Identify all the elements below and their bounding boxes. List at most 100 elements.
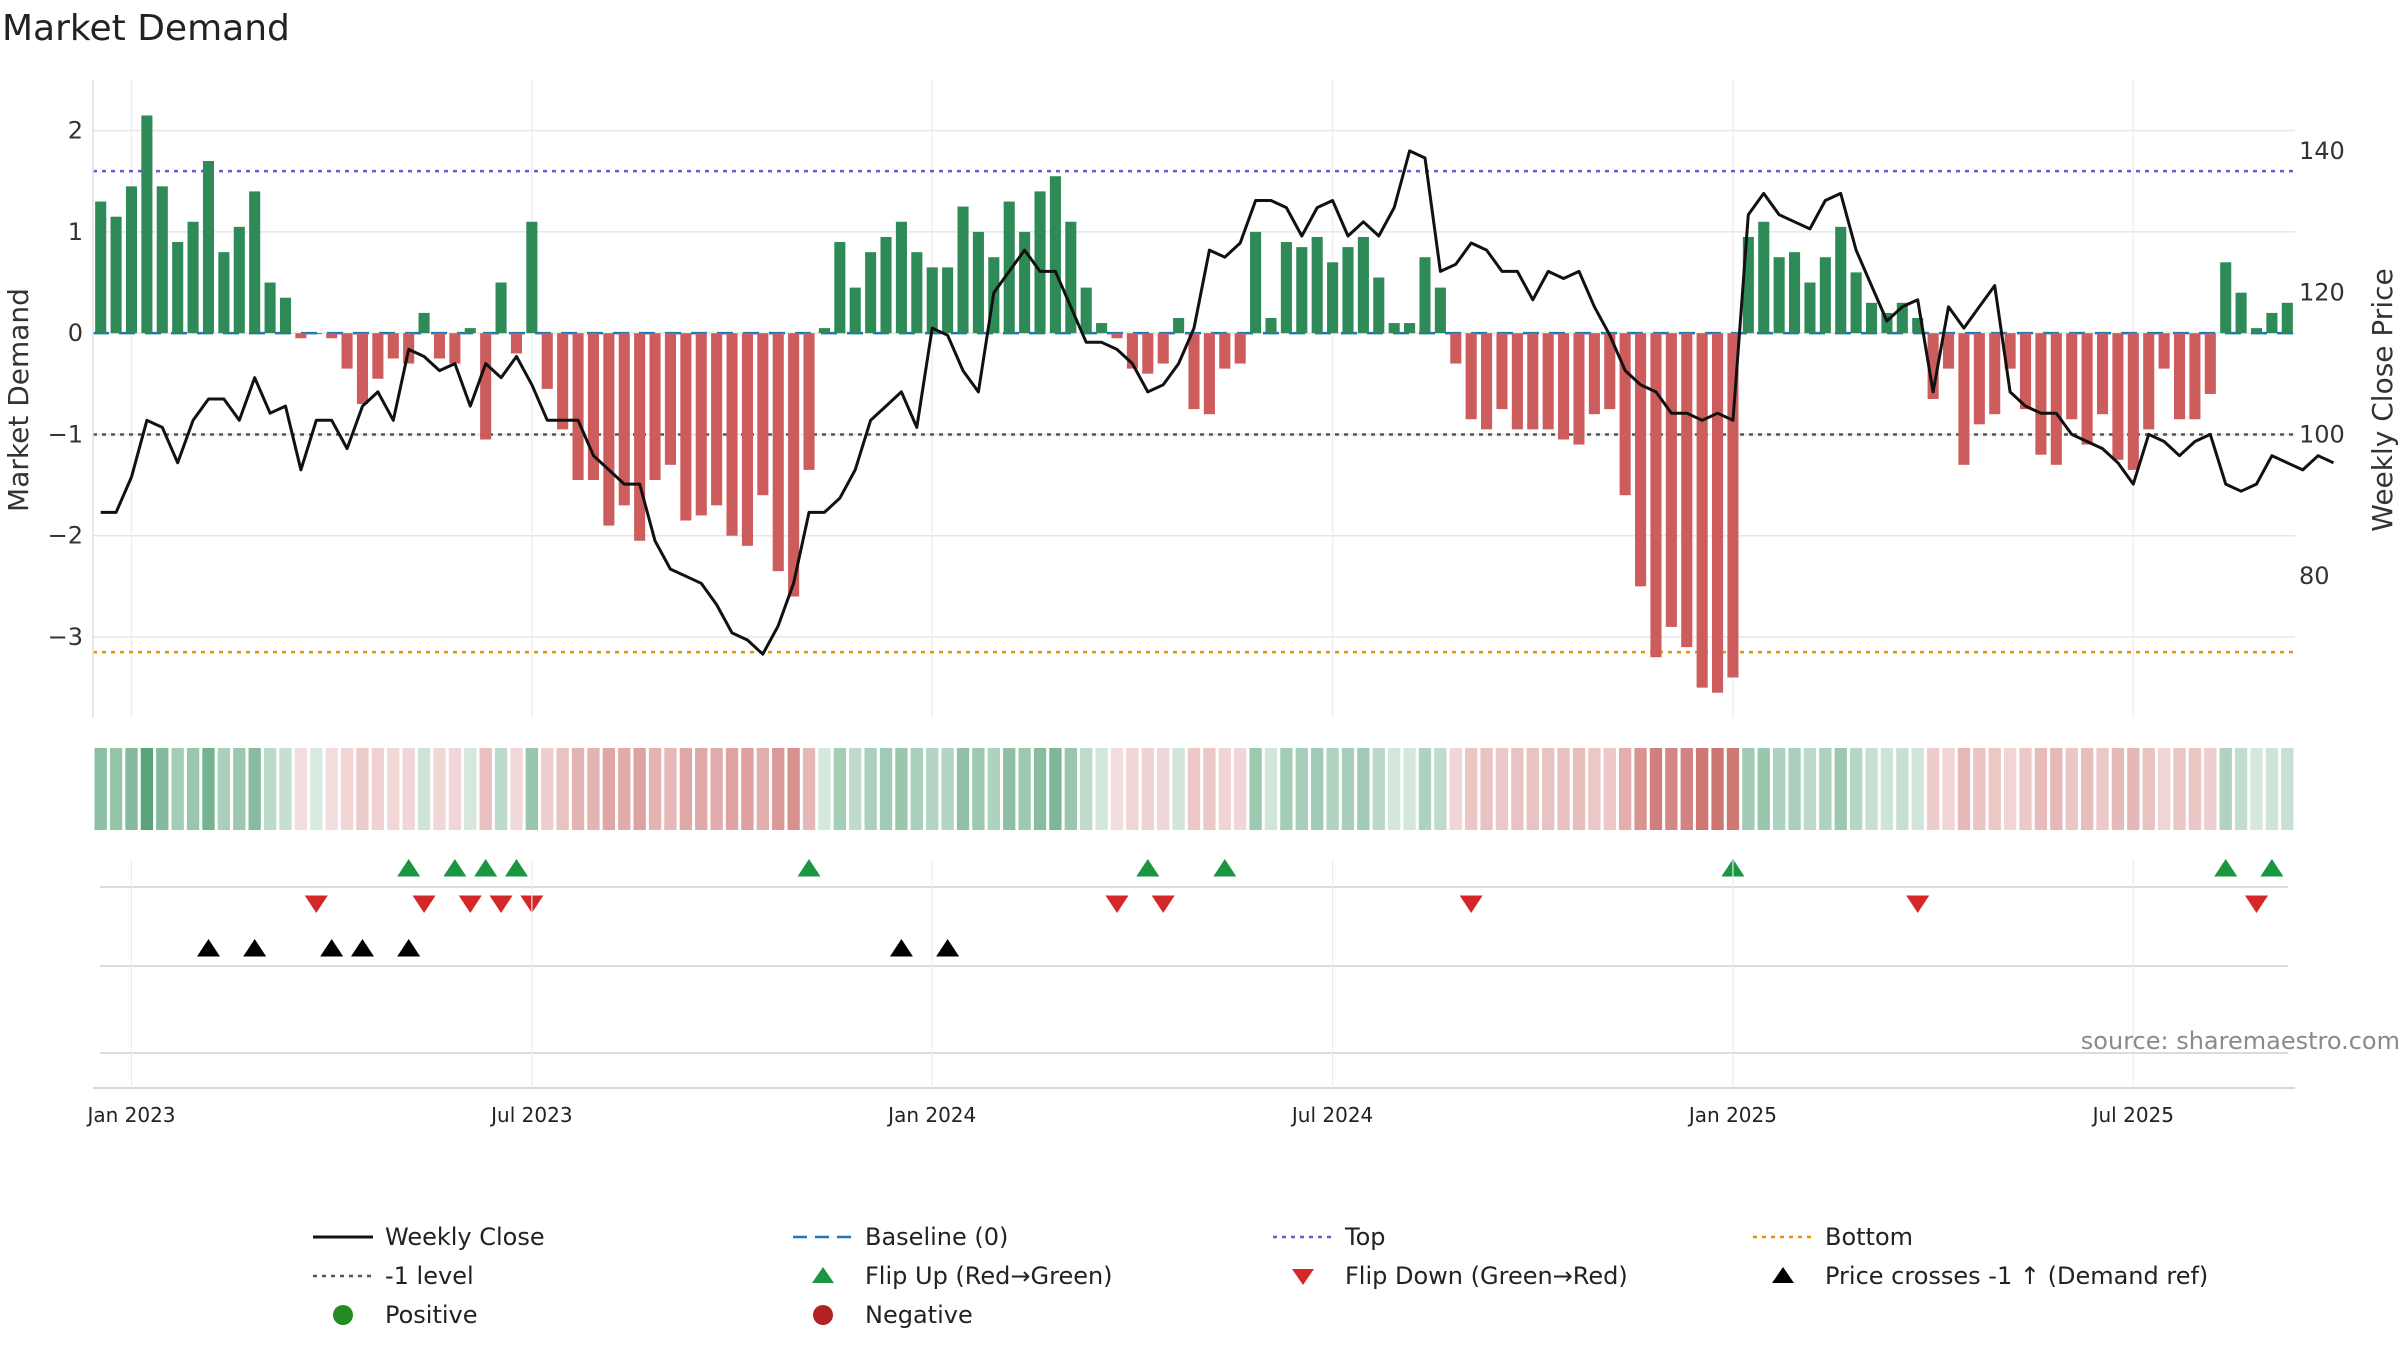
price-cross-marker <box>397 939 421 957</box>
demand-bar <box>279 297 292 334</box>
heat-cell <box>294 748 308 830</box>
demand-bar <box>141 115 153 334</box>
heat-cell <box>1326 748 1339 830</box>
demand-bar <box>1049 176 1061 334</box>
heat-cell <box>1526 748 1539 830</box>
heat-cell <box>1110 748 1124 830</box>
heat-cell <box>2003 748 2017 830</box>
heat-cell <box>217 748 231 830</box>
heat-cell <box>248 748 261 830</box>
demand-bar <box>1404 323 1416 334</box>
heat-cell <box>2080 748 2094 830</box>
heat-cell <box>1511 748 1524 830</box>
demand-bar <box>1311 236 1323 334</box>
legend-label: Flip Up (Red→Green) <box>865 1262 1113 1290</box>
y-right-tick-label: 120 <box>2299 279 2345 307</box>
heat-cell <box>587 748 600 830</box>
demand-bar <box>110 216 122 334</box>
heat-cell <box>1849 748 1863 830</box>
legend-label: Baseline (0) <box>865 1223 1008 1251</box>
demand-bar <box>1234 333 1246 364</box>
flip-up-marker <box>2260 859 2284 877</box>
heat-cell <box>202 748 215 830</box>
heat-cell <box>94 748 107 830</box>
demand-bar <box>2127 333 2139 470</box>
heat-cell <box>1157 748 1170 830</box>
demand-bar <box>341 333 353 369</box>
heat-cell <box>571 748 585 830</box>
demand-bar <box>2281 302 2293 334</box>
heat-cell <box>1033 748 1047 830</box>
demand-bar <box>1142 333 1154 374</box>
demand-bar <box>480 333 492 440</box>
demand-bar <box>757 333 769 496</box>
flip-up-marker <box>2214 859 2238 877</box>
heat-cell <box>2050 748 2063 830</box>
demand-bar <box>2204 333 2216 394</box>
heat-cell <box>433 748 446 830</box>
demand-bar <box>1635 333 1647 587</box>
flip-up-marker <box>474 859 498 877</box>
y-right-tick-label: 100 <box>2299 420 2345 448</box>
price-cross-marker <box>196 939 220 957</box>
heat-cell <box>618 748 631 830</box>
heat-cell <box>1680 748 1693 830</box>
legend-swatch-tri-down <box>1292 1269 1314 1285</box>
demand-bar <box>618 333 630 506</box>
flip-up-marker <box>797 859 821 877</box>
demand-bar <box>803 333 815 470</box>
demand-bar <box>1542 333 1554 430</box>
demand-bar <box>1712 333 1724 693</box>
demand-bar <box>1096 323 1108 334</box>
demand-bar <box>2173 333 2186 420</box>
heat-cell <box>1187 748 1201 830</box>
y-right-tick-label: 80 <box>2299 562 2330 590</box>
demand-bar <box>510 333 523 354</box>
demand-bar <box>356 333 369 405</box>
demand-bar <box>310 333 322 335</box>
demand-bar <box>1527 333 1539 430</box>
demand-bar <box>1342 247 1354 334</box>
heat-cell <box>2034 748 2048 830</box>
heat-cell <box>1542 748 1555 830</box>
heat-cell <box>171 748 184 830</box>
heat-cell <box>1988 748 2001 830</box>
demand-bar <box>1681 333 1693 648</box>
demand-bar <box>1188 333 1200 410</box>
heat-cell <box>1619 748 1632 830</box>
demand-bar <box>1558 333 1570 440</box>
heat-cell <box>1280 748 1293 830</box>
heat-cell <box>818 748 831 830</box>
demand-bar <box>1789 252 1801 334</box>
demand-bar <box>1065 221 1077 334</box>
demand-bar <box>1126 333 1138 369</box>
heat-cell <box>772 748 785 830</box>
heat-cell <box>1264 748 1278 830</box>
axes: 2 1 0 −1 −2 −3 140 120 100 80 <box>48 80 2345 718</box>
demand-bar <box>125 186 138 334</box>
heat-cell <box>1064 748 1077 830</box>
demand-bar <box>587 333 599 481</box>
heat-cell <box>1495 748 1509 830</box>
heat-cell <box>1942 748 1955 830</box>
demand-bar <box>1804 282 1816 334</box>
demand-bar <box>2066 333 2078 420</box>
flip-down-marker <box>1906 895 1930 913</box>
heat-cell <box>2204 748 2217 830</box>
price-cross-marker <box>350 939 374 957</box>
flip-up-marker <box>1136 859 1160 877</box>
demand-bar <box>911 252 923 334</box>
heat-cell <box>186 748 200 830</box>
heat-cell <box>1418 748 1432 830</box>
heat-cell <box>1973 748 1986 830</box>
demand-bar <box>449 333 461 364</box>
demand-bar <box>1019 231 1031 334</box>
demand-bar <box>2143 333 2155 430</box>
heat-cell <box>2234 748 2248 830</box>
demand-bar <box>1665 333 1677 627</box>
demand-bar <box>741 333 753 546</box>
flip-down-marker <box>2245 895 2269 913</box>
demand-bar <box>418 312 430 334</box>
demand-bar <box>603 333 615 526</box>
demand-bar <box>495 282 507 334</box>
